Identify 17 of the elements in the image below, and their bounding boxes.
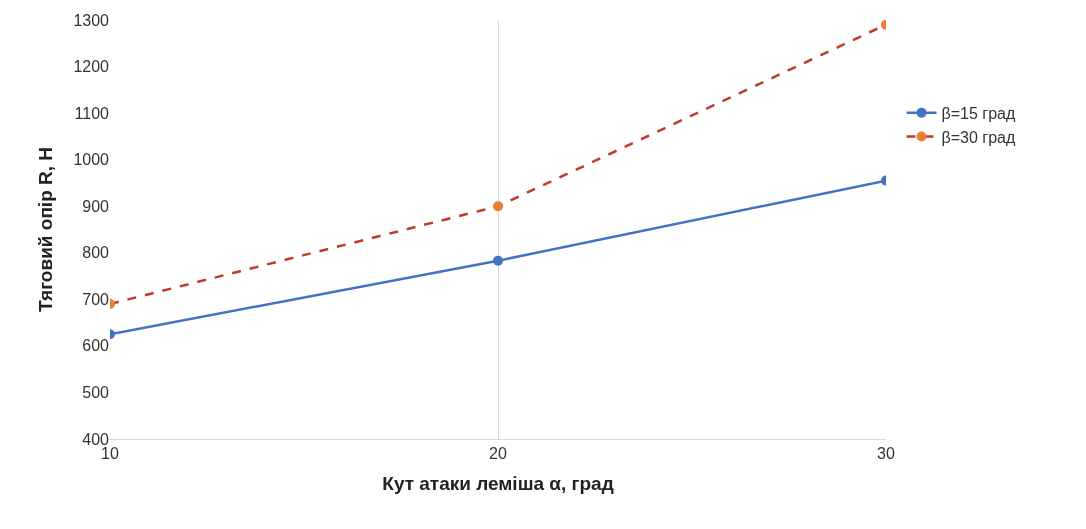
x-axis-title: Кут атаки леміша α, град [382, 473, 614, 494]
y-tick-label: 800 [82, 244, 110, 262]
y-tick-label: 900 [82, 197, 110, 215]
x-tick-label: 10 [101, 445, 119, 463]
y-tick-label: 1100 [74, 104, 110, 122]
y-tick-label: 1300 [73, 11, 110, 29]
y-tick-label: 700 [82, 290, 110, 308]
y-axis-title: Тяговий опір R, Н [35, 146, 57, 313]
x-tick-label: 20 [489, 445, 507, 463]
y-tick-label: 1000 [73, 151, 110, 169]
legend-label: β=15 град [941, 104, 1016, 122]
y-tick-label: 1200 [73, 58, 110, 76]
y-tick-label: 400 [82, 430, 110, 448]
y-tick-label: 500 [82, 384, 110, 402]
y-tick-label: 600 [82, 337, 110, 355]
legend-label: β=30 град [941, 128, 1016, 146]
x-tick-label: 30 [877, 445, 895, 463]
